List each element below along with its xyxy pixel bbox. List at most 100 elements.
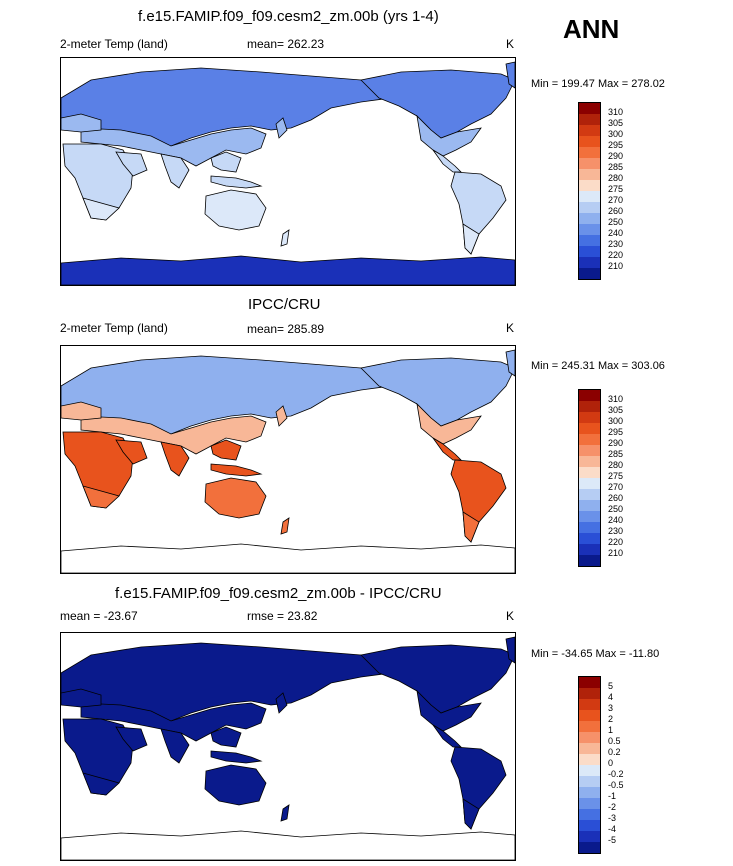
panel2-antarctica-landmass (61, 543, 515, 573)
panel3-colorbar-swatch (579, 677, 600, 688)
panel1-variable-label: 2-meter Temp (land) (60, 37, 168, 51)
panel2-na-south-landmass (416, 402, 482, 445)
panel3-japan-landmass (275, 692, 288, 714)
panel2-colorbar-swatch (579, 555, 600, 566)
panel3-colorbar-tick-label: -5 (608, 835, 617, 845)
panel2-colorbar-tick-label: 210 (608, 548, 624, 558)
panel2-arabia-landmass (115, 439, 148, 465)
panel3-mean-label: mean = -23.67 (60, 609, 138, 623)
panel2-colorbar-tick-label: 295 (608, 427, 624, 437)
panel3-colorbar-tick-label: 0 (608, 758, 614, 768)
panel3-map (60, 632, 516, 861)
panel1-arabia-landmass (115, 151, 148, 177)
panel1-minmax: Min = 199.47 Max = 278.02 (531, 78, 665, 90)
panel1-colorbar-tick-label: 275 (608, 184, 624, 194)
panel2-africa-south-landmass (82, 485, 120, 509)
panel1-nz-landmass (280, 229, 290, 247)
panel2-middle-asia-landmass (80, 415, 267, 455)
panel2-colorbar-swatch (579, 434, 600, 445)
panel2-title: IPCC/CRU (248, 296, 321, 313)
panel1-colorbar-tick-label: 260 (608, 206, 624, 216)
panel1-na-south-landmass (416, 114, 482, 157)
panel3-india-landmass (160, 728, 190, 764)
panel3-nz-landmass (280, 804, 290, 822)
panel3-greenland-landmass (505, 636, 515, 664)
panel3-colorbar-swatch (579, 831, 600, 842)
panel2-colorbar-tick-label: 260 (608, 493, 624, 503)
panel2-colorbar-tick-label: 290 (608, 438, 624, 448)
panel1-title: f.e15.FAMIP.f09_f09.cesm2_zm.00b (yrs 1-… (138, 8, 439, 25)
panel3-indonesia-landmass (210, 750, 263, 764)
panel1-sa-south-landmass (462, 223, 480, 255)
panel3-colorbar-swatch (579, 721, 600, 732)
panel2-colorbar-tick-label: 275 (608, 471, 624, 481)
panel1-colorbar-tick-label: 240 (608, 228, 624, 238)
panel3-na-south-landmass (416, 689, 482, 732)
panel1-colorbar-tick-label: 290 (608, 151, 624, 161)
panel3-colorbar-swatch (579, 787, 600, 798)
panel1-greenland-landmass (505, 61, 515, 89)
panel2-north-america-landmass (360, 357, 515, 427)
panel3-colorbar-swatch (579, 809, 600, 820)
panel2-variable-label: 2-meter Temp (land) (60, 321, 168, 335)
panel1-colorbar-tick-label: 250 (608, 217, 624, 227)
panel1-colorbar-tick-label: 300 (608, 129, 624, 139)
panel2-se-asia-landmass (210, 439, 242, 461)
panel1-colorbar-tick-label: 285 (608, 162, 624, 172)
panel3-antarctica-landmass (61, 830, 515, 860)
panel2-indonesia-landmass (210, 463, 263, 477)
panel2-colorbar-swatch (579, 401, 600, 412)
panel3-colorbar-swatch (579, 798, 600, 809)
panel1-colorbar-swatch (579, 158, 600, 169)
panel1-colorbar-tick-label: 220 (608, 250, 624, 260)
panel3-map-svg (61, 636, 515, 860)
panel1-australia-landmass (204, 189, 267, 231)
panel1-colorbar-swatch (579, 202, 600, 213)
panel1-map-svg (61, 61, 515, 285)
panel2-sa-south-landmass (462, 511, 480, 543)
panel1-colorbar-tick-label: 295 (608, 140, 624, 150)
panel1-south-america-landmass (450, 171, 507, 255)
panel3-colorbar-swatch (579, 820, 600, 831)
panel3-colorbar-swatch (579, 754, 600, 765)
panel1-colorbar-tick-label: 270 (608, 195, 624, 205)
panel3-colorbar-tick-label: -3 (608, 813, 617, 823)
panel1-colorbar-swatch (579, 180, 600, 191)
panel2-colorbar-swatch (579, 533, 600, 544)
panel1-colorbar-swatch (579, 103, 600, 114)
panel2-colorbar-swatch (579, 544, 600, 555)
panel1-colorbar-tick-label: 305 (608, 118, 624, 128)
panel2-mean-label: mean= 285.89 (247, 322, 325, 336)
panel3-colorbar-tick-label: -0.5 (608, 780, 624, 790)
panel3-colorbar-swatch (579, 688, 600, 699)
panel1-colorbar-tick-label: 230 (608, 239, 624, 249)
panel1-colorbar-swatch (579, 114, 600, 125)
panel1-north-america-landmass (360, 69, 515, 139)
panel2-colorbar-swatch (579, 511, 600, 522)
panel2-map-svg (61, 349, 515, 573)
panel2-colorbar-tick-label: 280 (608, 460, 624, 470)
panel3-sa-south-landmass (462, 798, 480, 830)
panel1-europe-west-landmass (61, 113, 102, 133)
panel2-india-landmass (160, 441, 190, 477)
panel3-colorbar-swatch (579, 776, 600, 787)
panel1-colorbar-swatch (579, 213, 600, 224)
panel3-colorbar-bar (578, 676, 601, 854)
panel1-colorbar-swatch (579, 268, 600, 279)
panel2-australia-landmass (204, 477, 267, 519)
panel2-colorbar-bar (578, 389, 601, 567)
panel1-colorbar-tick-label: 310 (608, 107, 624, 117)
panel3-colorbar-swatch (579, 710, 600, 721)
panel3-colorbar-swatch (579, 743, 600, 754)
panel2-nz-landmass (280, 517, 290, 535)
panel1-colorbar-bar (578, 102, 601, 280)
panel2-colorbar-swatch (579, 412, 600, 423)
panel2-colorbar-tick-label: 310 (608, 394, 624, 404)
panel3-colorbar-tick-label: -1 (608, 791, 617, 801)
panel1-map (60, 57, 516, 286)
panel3-colorbar-swatch (579, 765, 600, 776)
panel1-colorbar-swatch (579, 191, 600, 202)
panel3-colorbar-tick-label: -4 (608, 824, 617, 834)
panel1-se-asia-landmass (210, 151, 242, 173)
panel1-colorbar-swatch (579, 147, 600, 158)
